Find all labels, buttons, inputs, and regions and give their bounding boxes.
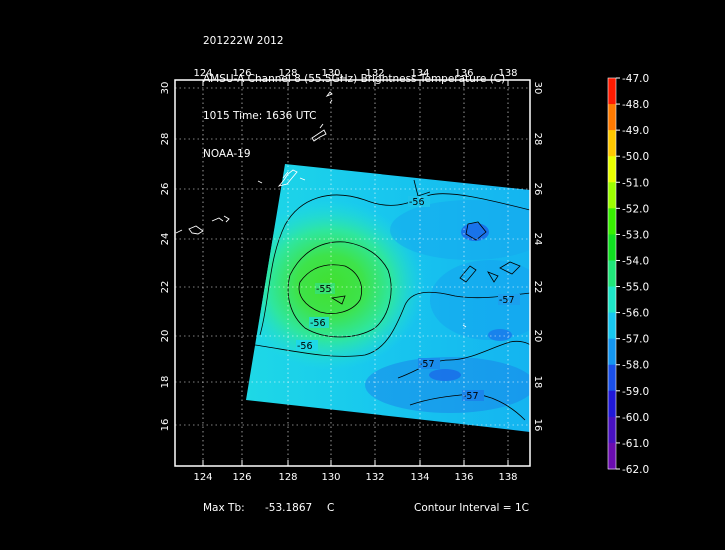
lon-labels-top: 124 126 128 130 132 134 136 138 bbox=[193, 68, 517, 79]
max-tb-value: -53.1867 bbox=[265, 502, 313, 514]
title-line-4: NOAA-19 bbox=[203, 147, 251, 160]
colorbar-labels: -47.0 -48.0 -49.0 -50.0 -51.0 -52.0 -53.0 -54.0… bbox=[616, 73, 649, 476]
max-tb-unit: C bbox=[327, 502, 335, 514]
colorbar-segment bbox=[608, 156, 616, 183]
title-line-3: 1015 Time: 1636 UTC bbox=[203, 110, 317, 122]
colorbar-label: -54.0 bbox=[622, 255, 649, 267]
colorbar-segment bbox=[608, 104, 616, 131]
graticule bbox=[175, 80, 530, 466]
lon-tick-label: 138 bbox=[498, 68, 517, 79]
colorbar-label: -48.0 bbox=[622, 99, 649, 111]
lat-tick-label: 20 bbox=[532, 330, 543, 343]
lat-tick-label: 24 bbox=[160, 233, 171, 246]
contour-label: -56 bbox=[297, 341, 313, 352]
colorbar-segment bbox=[608, 78, 616, 105]
colorbar-segment bbox=[608, 208, 616, 235]
contour-label-group: -56 -56 -56 -55 -57 -57 -57 bbox=[296, 196, 520, 402]
colorbar-segment bbox=[608, 260, 616, 288]
lat-labels-left: 16 18 20 22 24 26 28 30 bbox=[160, 82, 171, 432]
colorbar-label: -56.0 bbox=[622, 308, 649, 320]
lon-tick-label: 136 bbox=[454, 472, 473, 483]
lat-tick-label: 26 bbox=[532, 183, 543, 196]
lon-tick-label: 126 bbox=[232, 472, 251, 483]
contour-label: -57 bbox=[499, 295, 515, 306]
colorbar-segment bbox=[608, 338, 616, 366]
colorbar-border bbox=[607, 77, 617, 470]
lon-tick-label: 132 bbox=[365, 68, 384, 79]
lat-tick-label: 22 bbox=[160, 281, 171, 294]
colorbar-segment bbox=[608, 442, 616, 470]
lon-tick-label: 136 bbox=[454, 68, 473, 79]
lon-tick-label: 126 bbox=[232, 68, 251, 79]
colorbar-label: -60.0 bbox=[622, 412, 649, 424]
colorbar-segment bbox=[608, 390, 616, 418]
tick-marks bbox=[202, 80, 509, 466]
lon-tick-label: 130 bbox=[321, 68, 340, 79]
map-frame bbox=[174, 79, 531, 467]
colorbar-label: -47.0 bbox=[622, 73, 649, 85]
contour-label: -56 bbox=[409, 197, 425, 208]
lat-tick-label: 24 bbox=[532, 233, 543, 246]
lon-tick-label: 134 bbox=[410, 472, 429, 483]
colorbar-label: -62.0 bbox=[622, 464, 649, 476]
colorbar-label: -58.0 bbox=[622, 360, 649, 372]
colorbar-segment bbox=[608, 416, 616, 444]
lon-tick-label: 128 bbox=[278, 472, 297, 483]
lat-labels-right: 16 18 20 22 24 26 28 30 bbox=[532, 82, 543, 432]
contour-label: -55 bbox=[316, 284, 332, 295]
colorbar bbox=[607, 77, 617, 470]
contour-label: -57 bbox=[463, 391, 479, 402]
colorbar-segment bbox=[608, 130, 616, 157]
lat-tick-label: 28 bbox=[160, 133, 171, 146]
lat-tick-label: 18 bbox=[160, 376, 171, 389]
lon-tick-label: 124 bbox=[193, 472, 212, 483]
lon-tick-label: 138 bbox=[498, 472, 517, 483]
colorbar-label: -55.0 bbox=[622, 282, 649, 294]
colorbar-segment bbox=[608, 182, 616, 209]
lon-tick-label: 134 bbox=[410, 68, 429, 79]
contour-interval: Contour Interval = 1C bbox=[414, 502, 529, 514]
colorbar-segment bbox=[608, 286, 616, 314]
colorbar-label: -57.0 bbox=[622, 334, 649, 346]
lat-tick-label: 30 bbox=[532, 82, 543, 95]
colorbar-segment bbox=[608, 364, 616, 392]
lon-tick-label: 128 bbox=[278, 68, 297, 79]
title-line-1: 201222W 2012 bbox=[203, 35, 284, 47]
colorbar-label: -59.0 bbox=[622, 386, 649, 398]
colorbar-label: -61.0 bbox=[622, 438, 649, 450]
lat-tick-label: 28 bbox=[532, 133, 543, 146]
lat-tick-label: 16 bbox=[532, 419, 543, 432]
lat-tick-label: 22 bbox=[532, 281, 543, 294]
colorbar-label: -53.0 bbox=[622, 229, 649, 241]
colorbar-label: -50.0 bbox=[622, 151, 649, 163]
lat-tick-label: 26 bbox=[160, 183, 171, 196]
coastlines bbox=[175, 75, 467, 328]
lat-tick-label: 30 bbox=[160, 82, 171, 95]
chart-title: 201222W 2012 AMSU-A Channel 8 (55.5GHz) … bbox=[203, 10, 505, 173]
colorbar-segment bbox=[608, 234, 616, 261]
lon-tick-label: 124 bbox=[193, 68, 212, 79]
max-tb-label: Max Tb: bbox=[203, 502, 245, 514]
lon-labels-bottom: 124 126 128 130 132 134 136 138 bbox=[193, 472, 517, 483]
lat-tick-label: 18 bbox=[532, 376, 543, 389]
colorbar-segment bbox=[608, 312, 616, 340]
colorbar-label: -49.0 bbox=[622, 125, 649, 137]
lat-tick-label: 20 bbox=[160, 330, 171, 343]
lon-tick-label: 132 bbox=[365, 472, 384, 483]
colorbar-label: -52.0 bbox=[622, 203, 649, 215]
contour-label: -56 bbox=[310, 318, 326, 329]
colorbar-label: -51.0 bbox=[622, 177, 649, 189]
contour-label: -57 bbox=[419, 359, 435, 370]
brightness-swath bbox=[246, 164, 530, 432]
lat-tick-label: 16 bbox=[160, 419, 171, 432]
lon-tick-label: 130 bbox=[321, 472, 340, 483]
